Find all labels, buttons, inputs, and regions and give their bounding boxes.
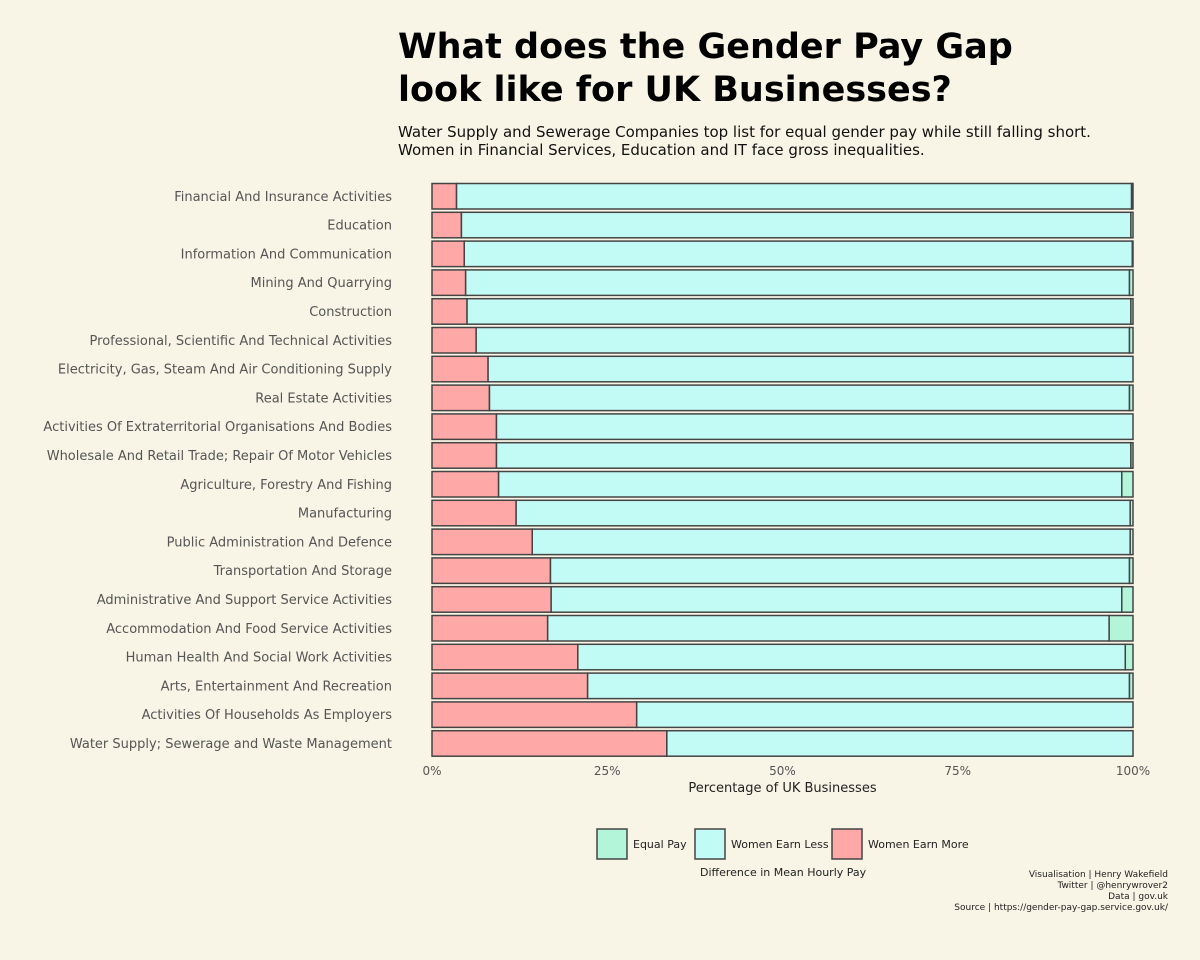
bar-women-earn-more [431, 326, 477, 354]
category-label: Information And Communication [181, 247, 392, 262]
category-label: Financial And Insurance Activities [174, 190, 392, 205]
category-label: Water Supply; Sewerage and Waste Managem… [70, 737, 392, 752]
bar-equal-pay [1128, 557, 1134, 585]
bar-women-earn-more [431, 269, 467, 297]
category-label: Accommodation And Food Service Activitie… [106, 622, 392, 637]
bar-equal-pay [1130, 182, 1134, 210]
bar-equal-pay [1129, 499, 1134, 527]
bar-women-earn-less [475, 326, 1131, 354]
bar-women-earn-more [431, 701, 638, 729]
chart-title: What does the Gender Pay Gap look like f… [398, 27, 1013, 110]
bar-women-earn-less [546, 614, 1110, 642]
bar-women-earn-more [431, 355, 489, 383]
bar-women-earn-more [431, 441, 498, 469]
category-label: Electricity, Gas, Steam And Air Conditio… [58, 363, 392, 378]
category-label: Public Administration And Defence [167, 535, 392, 550]
x-tick-label: 75% [944, 764, 971, 778]
bar-women-earn-less [577, 643, 1127, 671]
bar-women-earn-less [488, 384, 1131, 412]
bar-equal-pay [1121, 470, 1134, 498]
category-label: Human Health And Social Work Activities [126, 651, 393, 666]
category-label: Professional, Scientific And Technical A… [90, 334, 393, 349]
bar-women-earn-less [495, 441, 1132, 469]
bar-women-earn-more [431, 528, 533, 556]
bar-women-earn-less [497, 470, 1123, 498]
credit-data: Data | gov.uk [1108, 892, 1168, 902]
category-label: Real Estate Activities [255, 391, 392, 406]
category-label: Agriculture, Forestry And Fishing [180, 478, 392, 493]
bar-women-earn-more [431, 557, 552, 585]
bar-equal-pay [1124, 643, 1134, 671]
legend-title: Difference in Mean Hourly Pay [700, 866, 867, 879]
category-label: Arts, Entertainment And Recreation [161, 679, 392, 694]
legend-swatch [596, 828, 628, 860]
bar-equal-pay [1108, 614, 1134, 642]
credits: Visualisation | Henry Wakefield Twitter … [954, 870, 1168, 914]
bar-women-earn-more [431, 643, 579, 671]
bar-women-earn-more [431, 499, 517, 527]
bar-women-earn-less [495, 413, 1134, 441]
bar-women-earn-less [635, 701, 1134, 729]
bar-women-earn-more [431, 211, 463, 239]
category-label: Education [327, 219, 392, 234]
legend-swatch [694, 828, 726, 860]
legend-label: Equal Pay [633, 838, 687, 851]
category-label: Wholesale And Retail Trade; Repair Of Mo… [47, 449, 393, 464]
bar-women-earn-more [431, 729, 668, 757]
credit-visualisation: Visualisation | Henry Wakefield [1028, 870, 1168, 880]
bar-women-earn-less [455, 182, 1133, 210]
x-tick-label: 50% [769, 764, 796, 778]
credit-source: Source | https://gender-pay-gap.service.… [954, 903, 1168, 913]
x-tick-label: 25% [594, 764, 621, 778]
chart-subtitle: Water Supply and Sewerage Companies top … [398, 123, 1091, 159]
category-label: Activities Of Extraterritorial Organisat… [43, 420, 392, 435]
category-label: Activities Of Households As Employers [142, 708, 393, 723]
bar-women-earn-more [431, 585, 552, 613]
legend-label: Women Earn More [868, 838, 969, 851]
bar-women-earn-less [463, 240, 1134, 268]
x-tick-label: 100% [1116, 764, 1150, 778]
bar-women-earn-less [666, 729, 1134, 757]
category-label: Transportation And Storage [213, 564, 392, 579]
bar-women-earn-less [515, 499, 1131, 527]
bar-women-earn-less [487, 355, 1134, 383]
bar-women-earn-more [431, 240, 465, 268]
bar-equal-pay [1130, 211, 1134, 239]
bar-equal-pay [1130, 441, 1134, 469]
x-axis-label: Percentage of UK Businesses [688, 781, 876, 796]
bar-women-earn-more [431, 297, 468, 325]
legend-swatch [831, 828, 863, 860]
bar-women-earn-more [431, 413, 498, 441]
bar-women-earn-less [550, 585, 1123, 613]
legend-label: Women Earn Less [731, 838, 829, 851]
bar-women-earn-less [586, 672, 1131, 700]
bar-women-earn-less [460, 211, 1132, 239]
bar-women-earn-more [431, 672, 589, 700]
bar-equal-pay [1128, 326, 1134, 354]
bar-women-earn-more [431, 470, 500, 498]
bar-equal-pay [1131, 240, 1134, 268]
category-label: Manufacturing [298, 507, 392, 522]
bar-women-earn-less [464, 269, 1131, 297]
credit-twitter: Twitter | @henrywrover2 [1057, 881, 1168, 891]
bar-equal-pay [1128, 384, 1134, 412]
bar-equal-pay [1129, 528, 1134, 556]
bar-women-earn-less [531, 528, 1131, 556]
bar-women-earn-less [466, 297, 1132, 325]
bar-equal-pay [1130, 297, 1134, 325]
bar-women-earn-less [549, 557, 1131, 585]
bar-equal-pay [1128, 672, 1134, 700]
category-label: Mining And Quarrying [250, 276, 392, 291]
bar-women-earn-more [431, 182, 458, 210]
bar-women-earn-more [431, 384, 491, 412]
category-label: Construction [309, 305, 392, 320]
bar-equal-pay [1128, 269, 1134, 297]
bar-women-earn-more [431, 614, 549, 642]
category-label: Administrative And Support Service Activ… [97, 593, 393, 608]
bar-equal-pay [1121, 585, 1134, 613]
x-tick-label: 0% [422, 764, 441, 778]
